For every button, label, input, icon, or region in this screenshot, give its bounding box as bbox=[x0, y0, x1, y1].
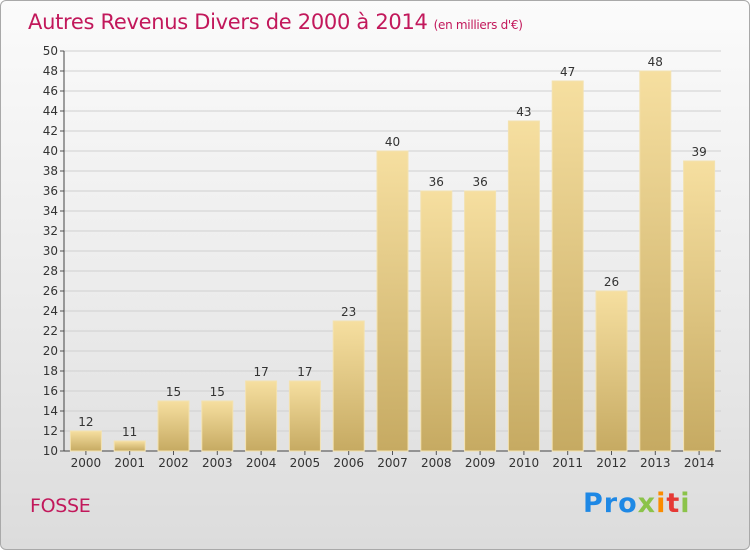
data-label-2002: 15 bbox=[166, 385, 181, 399]
y-tick-label: 14 bbox=[43, 404, 58, 418]
y-tick-label: 12 bbox=[43, 424, 58, 438]
bar-2005 bbox=[288, 380, 321, 452]
data-label-2008: 36 bbox=[429, 175, 444, 189]
y-tick-label: 34 bbox=[43, 204, 58, 218]
data-label-2006: 23 bbox=[341, 305, 356, 319]
x-tick-label-2003: 2003 bbox=[202, 456, 233, 470]
y-tick-label: 44 bbox=[43, 104, 58, 118]
x-tick-label-2007: 2007 bbox=[377, 456, 408, 470]
bar-2010 bbox=[507, 120, 540, 452]
y-tick-label: 16 bbox=[43, 384, 58, 398]
bar-2001 bbox=[113, 440, 146, 452]
x-tick-label-2004: 2004 bbox=[246, 456, 277, 470]
data-label-2009: 36 bbox=[472, 175, 487, 189]
bar-2012 bbox=[595, 290, 628, 452]
y-tick-label: 42 bbox=[43, 124, 58, 138]
location-label: FOSSE bbox=[30, 495, 91, 517]
y-tick-label: 20 bbox=[43, 344, 58, 358]
y-tick-label: 50 bbox=[43, 44, 58, 58]
x-tick-label-2009: 2009 bbox=[465, 456, 496, 470]
logo-part-5: i bbox=[680, 488, 691, 519]
y-tick-label: 40 bbox=[43, 144, 58, 158]
y-tick-label: 10 bbox=[43, 444, 58, 458]
y-tick-label: 32 bbox=[43, 224, 58, 238]
bar-2008 bbox=[420, 190, 453, 452]
logo-part-1: Pro bbox=[583, 488, 638, 519]
bar-2011 bbox=[551, 80, 584, 452]
bar-2006 bbox=[332, 320, 365, 452]
data-label-2001: 11 bbox=[122, 425, 137, 439]
x-tick-label-2011: 2011 bbox=[552, 456, 583, 470]
chart-title-text: Autres Revenus Divers de 2000 à 2014 bbox=[28, 10, 428, 34]
x-tick-label-2012: 2012 bbox=[596, 456, 627, 470]
bar-2003 bbox=[201, 400, 234, 452]
x-tick-label-2002: 2002 bbox=[158, 456, 189, 470]
data-label-2012: 26 bbox=[604, 275, 619, 289]
y-tick-label: 38 bbox=[43, 164, 58, 178]
bar-2014 bbox=[683, 160, 716, 452]
logo-part-4: t bbox=[666, 488, 681, 519]
data-label-2013: 48 bbox=[648, 55, 663, 69]
bar-2009 bbox=[464, 190, 497, 452]
bar-2004 bbox=[245, 380, 278, 452]
x-tick-label-2000: 2000 bbox=[71, 456, 102, 470]
data-label-2010: 43 bbox=[516, 105, 531, 119]
y-tick-label: 48 bbox=[43, 64, 58, 78]
x-tick-label-2010: 2010 bbox=[509, 456, 540, 470]
bar-2000 bbox=[69, 430, 102, 452]
x-tick-label-2001: 2001 bbox=[114, 456, 145, 470]
data-label-2003: 15 bbox=[210, 385, 225, 399]
chart-unit: (en milliers d'€) bbox=[433, 18, 523, 32]
data-label-2011: 47 bbox=[560, 65, 575, 79]
y-tick-label: 36 bbox=[43, 184, 58, 198]
data-label-2000: 12 bbox=[78, 415, 93, 429]
y-tick-label: 46 bbox=[43, 84, 58, 98]
x-tick-label-2005: 2005 bbox=[290, 456, 321, 470]
bar-2007 bbox=[376, 150, 409, 452]
data-label-2014: 39 bbox=[691, 145, 706, 159]
bar-2002 bbox=[157, 400, 190, 452]
chart-title: Autres Revenus Divers de 2000 à 2014 (en … bbox=[28, 10, 523, 34]
bar-2013 bbox=[639, 70, 672, 452]
x-tick-label-2014: 2014 bbox=[684, 456, 715, 470]
x-tick-label-2013: 2013 bbox=[640, 456, 671, 470]
logo-part-3: i bbox=[656, 488, 667, 519]
data-label-2004: 17 bbox=[253, 365, 268, 379]
y-tick-label: 24 bbox=[43, 304, 58, 318]
x-tick-label-2006: 2006 bbox=[333, 456, 364, 470]
logo-part-2: x bbox=[637, 488, 657, 519]
proxiti-logo: Proxiti bbox=[583, 488, 691, 519]
y-tick-label: 22 bbox=[43, 324, 58, 338]
data-label-2005: 17 bbox=[297, 365, 312, 379]
data-label-2007: 40 bbox=[385, 135, 400, 149]
y-tick-label: 18 bbox=[43, 364, 58, 378]
x-tick-label-2008: 2008 bbox=[421, 456, 452, 470]
y-tick-label: 30 bbox=[43, 244, 58, 258]
y-tick-label: 26 bbox=[43, 284, 58, 298]
y-tick-label: 28 bbox=[43, 264, 58, 278]
